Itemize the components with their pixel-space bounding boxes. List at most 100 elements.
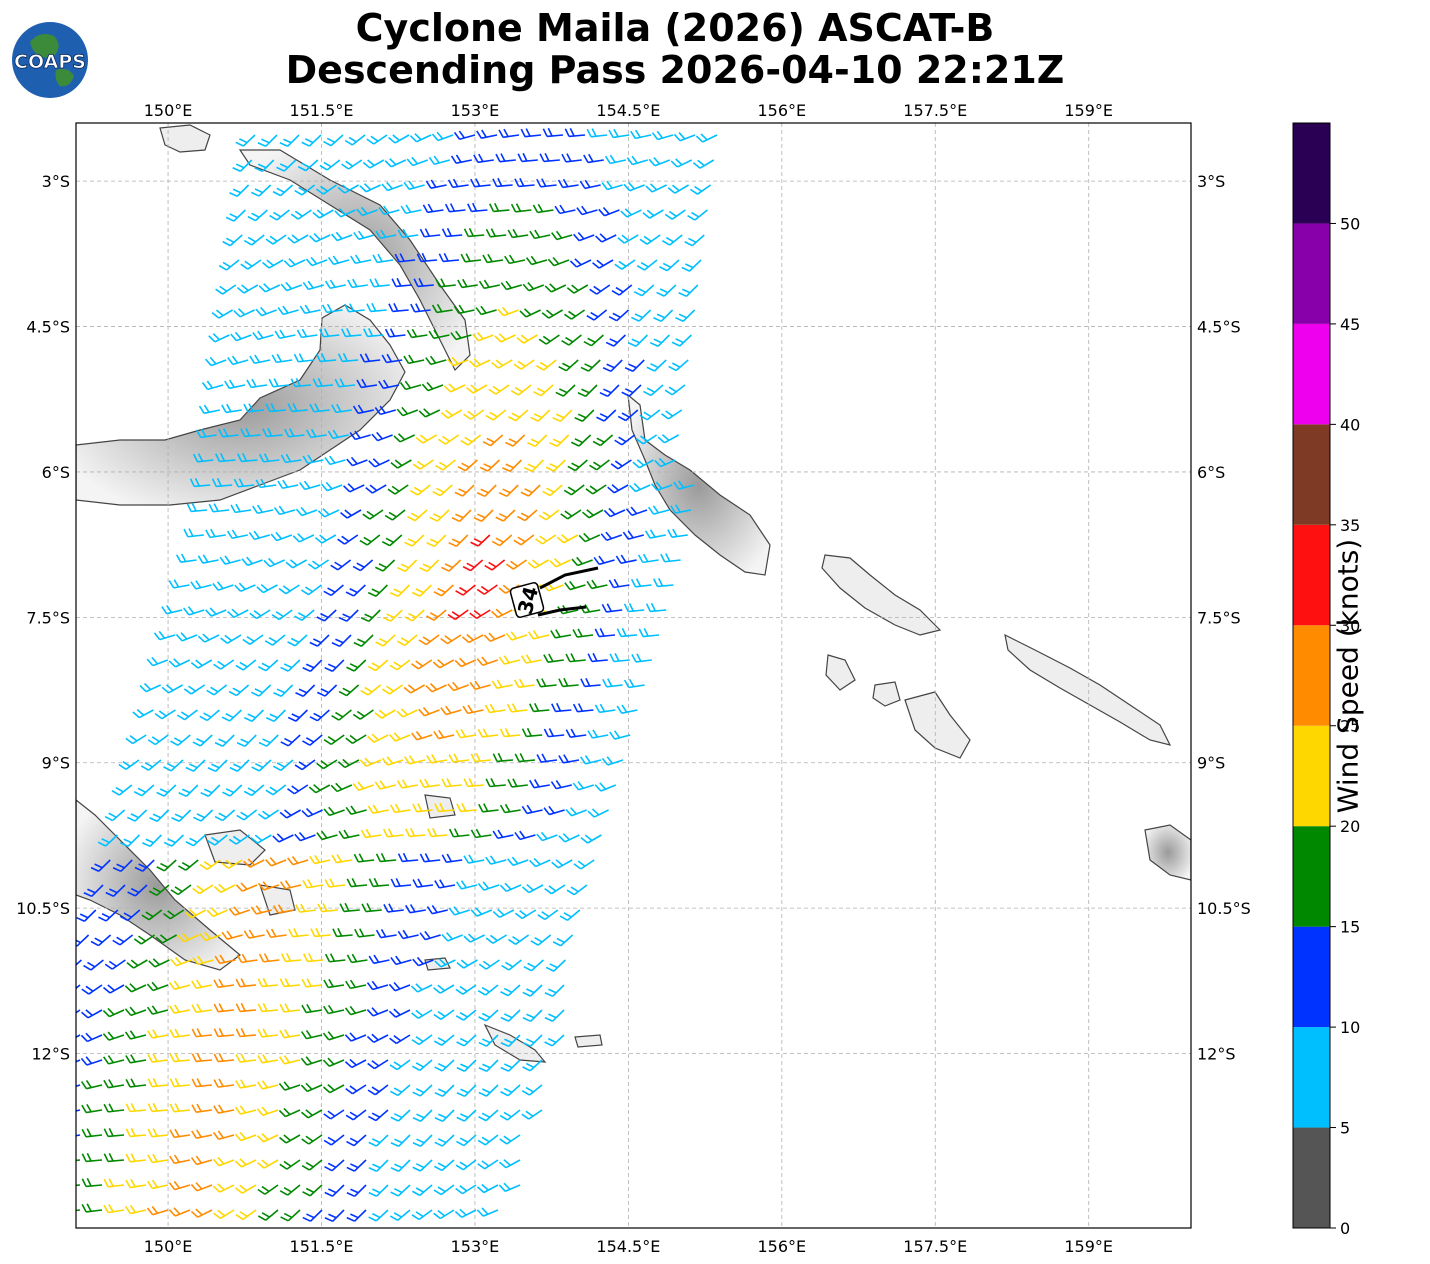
wind-barb [302,879,324,889]
wind-barb [211,309,234,319]
wind-barb [309,709,330,722]
wind-barb [605,334,626,347]
wind-barb [205,528,226,539]
wind-barb [572,781,595,791]
wind-barb [346,878,368,888]
wind-barb [545,459,566,472]
wind-barb [645,602,667,613]
wind-barb [127,884,148,897]
wind-barb [579,755,602,765]
wind-barb [574,409,595,422]
wind-barb [454,1208,477,1219]
wind-barb [561,153,582,163]
wind-barb [451,509,472,523]
wind-barb [132,709,154,719]
wind-barb [646,359,667,372]
wind-barb [602,359,623,373]
wind-barb [517,509,538,522]
wind-barb [374,405,397,416]
wind-barb [104,809,126,822]
wind-barb [300,584,322,596]
wind-barb [309,854,331,865]
wind-barb [346,456,368,467]
wind-barb [76,1134,81,1139]
wind-barb [359,534,381,546]
wind-barb [149,809,170,823]
colorbar-label: Wind Speed (knots) [1331,538,1365,814]
wind-barb [692,159,715,169]
wind-barb [212,1130,235,1141]
wind-barb [366,1033,389,1043]
wind-barb [441,932,463,942]
wind-barb [271,609,293,621]
wind-barb [587,652,608,663]
wind-barb [520,128,542,138]
wind-barb [90,934,112,947]
wind-barb [147,1078,169,1088]
wind-barb [366,1007,389,1017]
wind-barb [103,1127,125,1138]
wind-barb [345,979,367,990]
wind-barb [391,277,412,288]
wind-barb [589,459,610,471]
wind-barb [354,928,375,938]
wind-barb [649,334,670,347]
wind-barb [419,778,440,788]
wind-barb [191,1129,213,1139]
wind-barb [558,677,579,688]
wind-barb [318,328,340,338]
wind-barb [472,331,494,342]
wind-barb [412,878,434,888]
wind-barb [214,734,235,747]
wind-barb [639,234,661,245]
wind-barb [211,477,233,488]
wind-barb [192,453,214,463]
wind-barb [668,359,689,372]
wind-barb [499,882,522,893]
lat-tick-label: 3°S [1197,172,1225,191]
wind-barb [455,880,478,890]
wind-barb [500,984,521,997]
wind-barb [595,233,617,243]
wind-barb [125,734,147,745]
island-bougainville [627,393,771,576]
wind-barb [213,1104,235,1114]
wind-barb [636,259,658,271]
wind-barb [316,830,338,841]
wind-barb [270,531,293,542]
wind-barb [450,154,472,164]
wind-barb [169,1028,191,1038]
wind-barb [258,453,280,463]
wind-barb [237,452,258,463]
wind-barb [221,930,243,940]
wind-barb [287,855,309,866]
wind-barb [384,509,406,521]
wind-barb [235,882,258,892]
wind-barb [118,759,140,771]
wind-barb [192,884,214,895]
lon-tick-label: 157.5°E [903,1237,967,1256]
wind-barb [83,884,104,898]
wind-barb [627,334,648,348]
wind-barb [631,653,652,663]
wind-barb [545,959,566,972]
wind-barb [366,980,389,991]
wind-barb [200,784,221,797]
wind-barb [272,184,294,197]
wind-barb [225,209,246,222]
lat-tick-label: 9°S [1197,754,1225,773]
wind-barb [301,807,323,818]
wind-barb [170,884,192,896]
wind-barb [303,952,324,963]
wind-barb [614,259,636,270]
wind-barb [383,903,404,913]
wind-barb [419,228,441,238]
wind-barb [334,378,356,388]
wind-barb [441,853,463,864]
wind-barb [510,384,532,396]
wind-barb [411,1034,433,1046]
wind-barb [236,734,257,748]
wind-barb [412,803,433,813]
wind-barb [396,708,418,718]
wind-barb [338,684,360,697]
